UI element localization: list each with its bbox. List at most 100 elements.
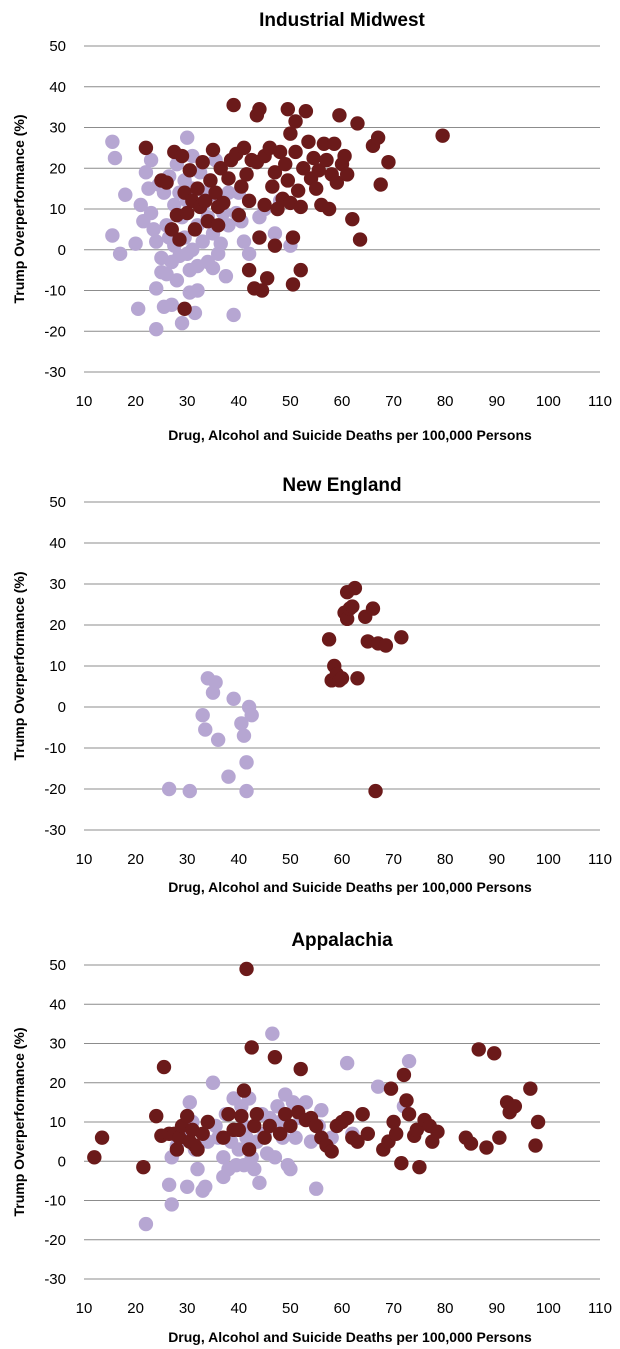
data-point: [368, 783, 383, 799]
data-point: [172, 232, 187, 247]
data-point: [267, 226, 283, 241]
data-point: [174, 315, 190, 331]
data-point: [365, 601, 381, 616]
chart-new-england: New England -30 -20 -10 0 10 20 30 40 50 10 20 30 40 5…: [11, 475, 612, 895]
data-point: [234, 716, 249, 731]
data-point: [283, 1118, 298, 1134]
data-point: [293, 1061, 308, 1077]
data-point: [247, 1118, 262, 1134]
data-point: [507, 1099, 523, 1114]
data-point: [332, 108, 347, 123]
data-point: [381, 154, 396, 170]
data-point: [218, 269, 234, 284]
data-point: [149, 281, 164, 296]
x-tick-label: 70: [385, 851, 402, 868]
data-point: [267, 1050, 283, 1065]
data-point: [190, 1142, 205, 1157]
data-point: [205, 142, 221, 158]
data-point: [226, 307, 241, 323]
data-point: [149, 234, 164, 249]
data-point: [177, 301, 192, 317]
data-point: [231, 1122, 246, 1138]
data-point: [180, 1179, 195, 1194]
data-point: [236, 140, 252, 156]
data-point: [180, 130, 195, 145]
data-point: [288, 1130, 303, 1145]
data-point: [309, 181, 324, 196]
y-tick-label: 10: [49, 1114, 66, 1131]
data-point: [182, 783, 197, 799]
data-point: [128, 236, 143, 251]
data-point: [138, 140, 154, 156]
data-point: [383, 1081, 399, 1096]
data-point: [180, 205, 195, 221]
data-point: [370, 1079, 386, 1094]
data-point: [288, 144, 303, 160]
data-point: [143, 205, 159, 221]
data-point: [205, 1075, 221, 1090]
chart-title: Industrial Midwest: [259, 10, 425, 31]
data-point: [399, 1093, 414, 1108]
data-point: [180, 1108, 195, 1124]
data-point: [208, 675, 223, 690]
x-axis-title: Drug, Alcohol and Suicide Deaths per 100…: [168, 879, 532, 895]
data-point: [285, 230, 301, 245]
data-point: [239, 783, 254, 799]
data-point: [321, 632, 337, 647]
data-point: [280, 173, 296, 188]
data-point: [87, 1150, 102, 1165]
data-point: [360, 1126, 375, 1141]
y-tick-label: 40: [49, 79, 66, 96]
y-tick-label: 50: [49, 957, 66, 974]
data-point: [267, 238, 283, 253]
x-tick-label: 100: [536, 851, 561, 868]
data-point: [272, 1126, 288, 1141]
data-point: [182, 163, 197, 178]
chart-industrial-midwest: Industrial Midwest -30 -20 -10 0 10 20 30 40 50 10…: [11, 10, 612, 443]
data-point: [463, 1136, 479, 1151]
x-tick-label: 70: [385, 393, 402, 410]
data-point: [241, 193, 257, 209]
data-point: [236, 234, 252, 249]
data-point: [283, 1161, 298, 1177]
data-point: [174, 148, 190, 164]
y-tick-label: -20: [44, 1232, 66, 1249]
data-point: [169, 273, 185, 288]
x-tick-label: 110: [588, 1300, 612, 1317]
y-tick-label: 40: [49, 996, 66, 1013]
data-point: [278, 156, 293, 172]
data-point: [401, 1106, 417, 1122]
y-tick-label: -10: [44, 740, 66, 757]
y-tick-label: -10: [44, 1193, 66, 1210]
data-point: [298, 1095, 314, 1110]
chart-title: New England: [282, 475, 401, 496]
data-point: [528, 1138, 543, 1153]
data-point: [198, 193, 213, 209]
data-point: [327, 136, 342, 151]
data-point: [241, 1142, 257, 1157]
data-point: [259, 271, 275, 286]
data-point: [412, 1159, 427, 1175]
panel-appalachia: Appalachia -30 -20 -10 0 10 20 30 40 50 10 20 30 40 50…: [0, 922, 620, 1349]
data-point: [293, 262, 308, 278]
series-dark-red: [87, 961, 546, 1175]
y-tick-label: -30: [44, 1271, 66, 1288]
data-point: [187, 222, 203, 237]
data-point: [285, 277, 301, 292]
series-light-purple: [161, 671, 259, 799]
data-point: [138, 165, 154, 180]
x-tick-label: 60: [334, 393, 351, 410]
y-tick-label: -30: [44, 364, 66, 381]
data-point: [239, 755, 254, 770]
data-point: [213, 236, 228, 251]
x-tick-label: 80: [437, 1300, 454, 1317]
data-point: [213, 161, 228, 176]
data-point: [216, 1130, 231, 1145]
data-point: [329, 175, 345, 190]
y-tick-label: 50: [49, 38, 66, 55]
x-tick-label: 50: [282, 393, 299, 410]
data-point: [231, 1142, 246, 1157]
data-point: [296, 161, 311, 176]
data-point: [226, 97, 241, 113]
data-point: [249, 1106, 265, 1122]
